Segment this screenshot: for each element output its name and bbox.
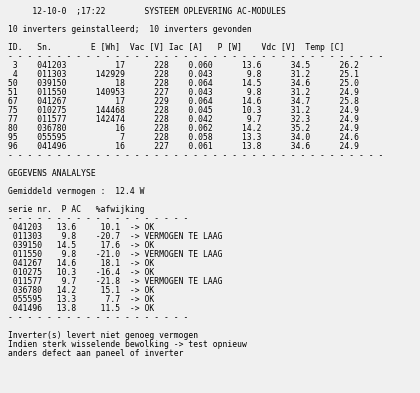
Text: - - - - - - - - - - - - - - - - - - - - - - - - - - - - - - - - - - - - - - -: - - - - - - - - - - - - - - - - - - - - … — [8, 151, 383, 160]
Text: Indien sterk wisselende bewolking -> test opnieuw: Indien sterk wisselende bewolking -> tes… — [8, 340, 247, 349]
Text: 4    011303      142929      228    0.043       9.8      31.2      25.1: 4 011303 142929 228 0.043 9.8 31.2 25.1 — [8, 70, 359, 79]
Text: 011303    9.8    -20.7  -> VERMOGEN TE LAAG: 011303 9.8 -20.7 -> VERMOGEN TE LAAG — [8, 232, 223, 241]
Text: 10 inverters geinstalleerd;  10 inverters gevonden: 10 inverters geinstalleerd; 10 inverters… — [8, 25, 252, 34]
Text: 039150   14.5     17.6  -> OK: 039150 14.5 17.6 -> OK — [8, 241, 154, 250]
Text: 50    039150          18      228    0.064      14.5      34.6      25.0: 50 039150 18 228 0.064 14.5 34.6 25.0 — [8, 79, 359, 88]
Text: 055595   13.3      7.7  -> OK: 055595 13.3 7.7 -> OK — [8, 295, 154, 304]
Text: 011550    9.8    -21.0  -> VERMOGEN TE LAAG: 011550 9.8 -21.0 -> VERMOGEN TE LAAG — [8, 250, 223, 259]
Text: 96    041496          16      227    0.061      13.8      34.6      24.9: 96 041496 16 227 0.061 13.8 34.6 24.9 — [8, 142, 359, 151]
Text: 041203   13.6     10.1  -> OK: 041203 13.6 10.1 -> OK — [8, 223, 154, 232]
Text: anders defect aan paneel of inverter: anders defect aan paneel of inverter — [8, 349, 184, 358]
Text: Gemiddeld vermogen :  12.4 W: Gemiddeld vermogen : 12.4 W — [8, 187, 144, 196]
Text: 041496   13.8     11.5  -> OK: 041496 13.8 11.5 -> OK — [8, 304, 154, 313]
Text: 77    011577      142474      228    0.042       9.7      32.3      24.9: 77 011577 142474 228 0.042 9.7 32.3 24.9 — [8, 115, 359, 124]
Text: ID.   Sn.        E [Wh]  Vac [V] Iac [A]   P [W]    Vdc [V]  Temp [C]: ID. Sn. E [Wh] Vac [V] Iac [A] P [W] Vdc… — [8, 43, 344, 52]
Text: 010275   10.3    -16.4  -> OK: 010275 10.3 -16.4 -> OK — [8, 268, 154, 277]
Text: 51    011550      140953      227    0.043       9.8      31.2      24.9: 51 011550 140953 227 0.043 9.8 31.2 24.9 — [8, 88, 359, 97]
Text: 12-10-0  ;17:22        SYSTEEM OPLEVERING AC-MODULES: 12-10-0 ;17:22 SYSTEEM OPLEVERING AC-MOD… — [8, 7, 286, 16]
Text: Inverter(s) levert niet genoeg vermogen: Inverter(s) levert niet genoeg vermogen — [8, 331, 198, 340]
Text: - - - - - - - - - - - - - - - - - - -: - - - - - - - - - - - - - - - - - - - — [8, 214, 189, 223]
Text: serie nr.  P AC   %afwijking: serie nr. P AC %afwijking — [8, 205, 144, 214]
Text: 95    055595           7      228    0.058      13.3      34.0      24.6: 95 055595 7 228 0.058 13.3 34.0 24.6 — [8, 133, 359, 142]
Text: 80    036780          16      228    0.062      14.2      35.2      24.9: 80 036780 16 228 0.062 14.2 35.2 24.9 — [8, 124, 359, 133]
Text: 75    010275      144468      228    0.045      10.3      31.2      24.9: 75 010275 144468 228 0.045 10.3 31.2 24.… — [8, 106, 359, 115]
Text: - - - - - - - - - - - - - - - - - - - - - - - - - - - - - - - - - - - - - - -: - - - - - - - - - - - - - - - - - - - - … — [8, 52, 383, 61]
Text: 041267   14.6     18.1  -> OK: 041267 14.6 18.1 -> OK — [8, 259, 154, 268]
Text: - - - - - - - - - - - - - - - - - - -: - - - - - - - - - - - - - - - - - - - — [8, 313, 189, 322]
Text: 011577    9.7    -21.8  -> VERMOGEN TE LAAG: 011577 9.7 -21.8 -> VERMOGEN TE LAAG — [8, 277, 223, 286]
Text: 67    041267          17      229    0.064      14.6      34.7      25.8: 67 041267 17 229 0.064 14.6 34.7 25.8 — [8, 97, 359, 106]
Text: 036780   14.2     15.1  -> OK: 036780 14.2 15.1 -> OK — [8, 286, 154, 295]
Text: 3    041203          17      228    0.060      13.6      34.5      26.2: 3 041203 17 228 0.060 13.6 34.5 26.2 — [8, 61, 359, 70]
Text: GEGEVENS ANALALYSE: GEGEVENS ANALALYSE — [8, 169, 96, 178]
